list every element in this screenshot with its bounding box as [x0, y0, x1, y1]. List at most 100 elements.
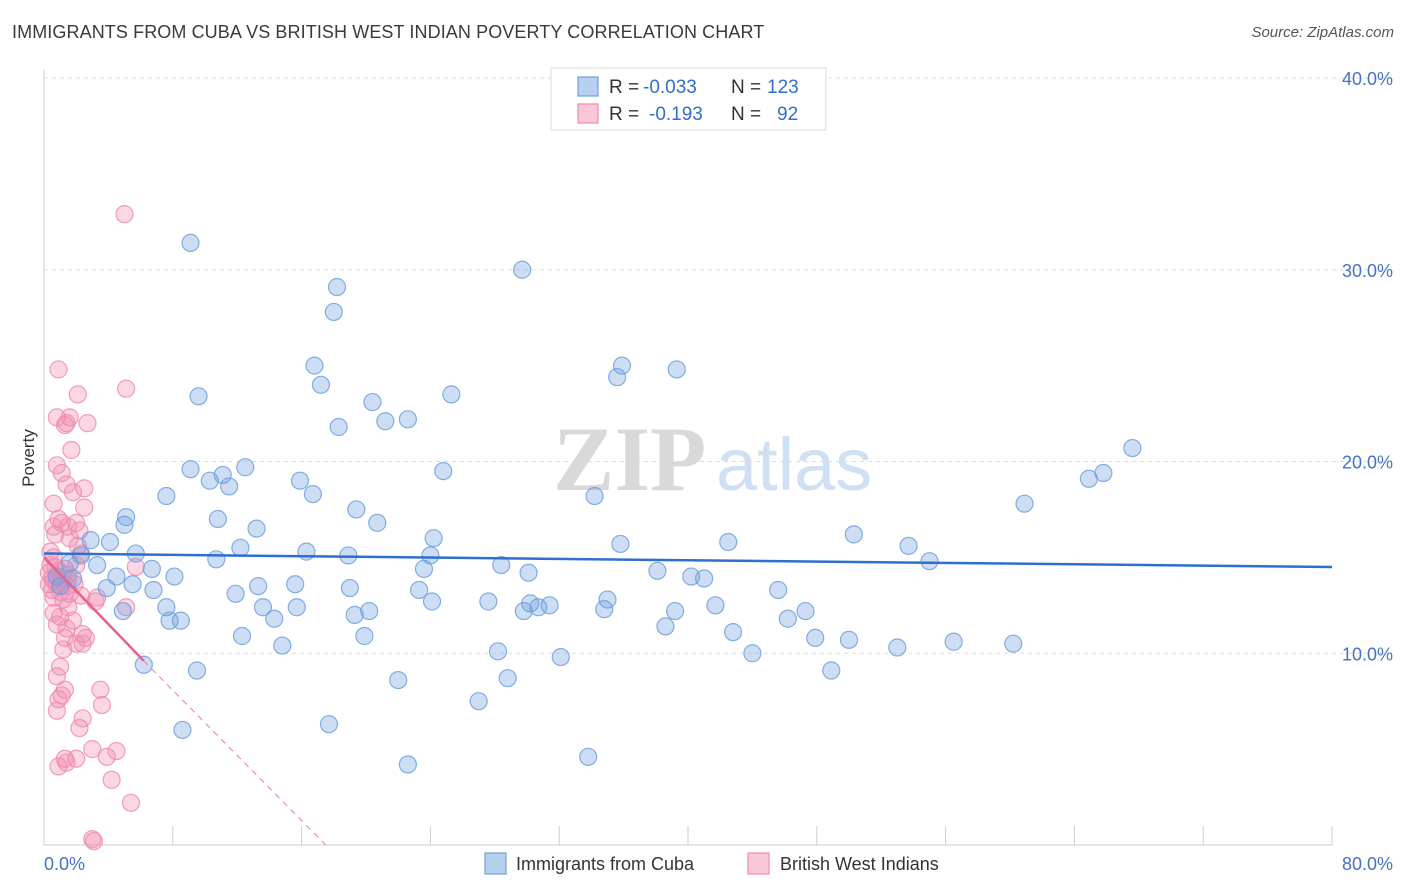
point-british-west-indians	[83, 740, 102, 759]
point-immigrants-from-cuba	[920, 552, 939, 571]
series-immigrants-from-cuba	[47, 233, 1142, 774]
point-immigrants-from-cuba	[360, 601, 379, 621]
point-british-west-indians	[55, 415, 75, 435]
point-immigrants-from-cuba	[100, 532, 120, 552]
point-immigrants-from-cuba	[273, 636, 292, 655]
point-immigrants-from-cuba	[1015, 494, 1034, 513]
point-immigrants-from-cuba	[434, 461, 453, 481]
point-immigrants-from-cuba	[479, 592, 498, 611]
y-tick-label: 30.0%	[1342, 261, 1393, 281]
series-legend: Immigrants from Cuba British West Indian…	[484, 852, 939, 875]
y-tick-label: 10.0%	[1342, 644, 1393, 664]
point-immigrants-from-cuba	[144, 580, 163, 600]
point-immigrants-from-cuba	[595, 600, 614, 619]
point-immigrants-from-cuba	[844, 525, 863, 544]
point-british-west-indians	[126, 557, 145, 577]
point-immigrants-from-cuba	[540, 596, 559, 615]
point-british-west-indians	[54, 640, 73, 659]
point-immigrants-from-cuba	[888, 638, 907, 657]
point-immigrants-from-cuba	[363, 392, 382, 412]
point-british-west-indians	[78, 414, 97, 433]
point-immigrants-from-cuba	[181, 460, 200, 479]
point-immigrants-from-cuba	[551, 647, 570, 667]
point-immigrants-from-cuba	[345, 605, 364, 625]
x-tick-label-min: 0.0%	[44, 854, 85, 874]
point-immigrants-from-cuba	[513, 260, 532, 279]
legend-n-value-1: 123	[767, 77, 799, 98]
legend-swatch-pink	[577, 103, 599, 124]
point-immigrants-from-cuba	[1079, 469, 1098, 488]
point-immigrants-from-cuba	[115, 515, 134, 534]
point-immigrants-from-cuba	[796, 601, 815, 621]
legend-n-label-2: N =	[731, 104, 761, 125]
point-immigrants-from-cuba	[303, 484, 322, 504]
point-immigrants-from-cuba	[286, 575, 305, 594]
point-immigrants-from-cuba	[498, 669, 517, 688]
point-british-west-indians	[55, 680, 75, 699]
point-immigrants-from-cuba	[579, 747, 598, 766]
point-immigrants-from-cuba	[232, 626, 252, 646]
point-immigrants-from-cuba	[327, 277, 347, 297]
point-immigrants-from-cuba	[514, 601, 533, 621]
point-british-west-indians	[47, 701, 66, 720]
point-immigrants-from-cuba	[60, 554, 79, 573]
watermark-zip: ZIP	[553, 408, 706, 510]
y-axis-title: Poverty	[19, 429, 38, 487]
point-british-west-indians	[62, 440, 81, 460]
point-immigrants-from-cuba	[165, 567, 184, 586]
point-british-west-indians	[97, 747, 116, 766]
point-immigrants-from-cuba	[207, 550, 226, 569]
grid-lines	[43, 77, 1392, 845]
point-immigrants-from-cuba	[666, 601, 685, 621]
point-immigrants-from-cuba	[839, 630, 859, 649]
point-british-west-indians	[73, 634, 92, 653]
point-immigrants-from-cuba	[305, 356, 324, 375]
point-british-west-indians	[117, 379, 136, 398]
point-immigrants-from-cuba	[469, 692, 488, 711]
point-british-west-indians	[76, 628, 95, 648]
point-immigrants-from-cuba	[47, 567, 66, 586]
point-immigrants-from-cuba	[368, 513, 387, 532]
point-british-west-indians	[121, 793, 141, 812]
point-immigrants-from-cuba	[398, 410, 417, 429]
point-immigrants-from-cuba	[50, 577, 70, 596]
point-immigrants-from-cuba	[171, 611, 190, 630]
point-immigrants-from-cuba	[265, 609, 284, 628]
point-british-west-indians	[70, 718, 89, 738]
legend-n-value-2: 92	[777, 104, 798, 125]
point-british-west-indians	[49, 360, 68, 379]
point-immigrants-from-cuba	[648, 561, 667, 580]
point-british-west-indians	[49, 757, 68, 776]
point-immigrants-from-cuba	[899, 536, 918, 555]
point-british-west-indians	[50, 657, 70, 676]
point-british-west-indians	[107, 741, 126, 761]
point-immigrants-from-cuba	[173, 720, 192, 740]
point-immigrants-from-cuba	[611, 534, 630, 554]
point-immigrants-from-cuba	[142, 559, 161, 578]
point-immigrants-from-cuba	[612, 356, 632, 375]
bottom-legend-label-cuba: Immigrants from Cuba	[516, 854, 695, 874]
point-immigrants-from-cuba	[410, 580, 429, 600]
point-immigrants-from-cuba	[944, 632, 963, 651]
point-immigrants-from-cuba	[743, 644, 762, 663]
point-british-west-indians	[49, 690, 68, 709]
point-immigrants-from-cuba	[134, 655, 153, 674]
point-british-west-indians	[86, 592, 105, 611]
point-british-west-indians	[115, 205, 134, 224]
watermark-atlas: atlas	[716, 423, 872, 506]
point-british-west-indians	[63, 483, 83, 502]
point-immigrants-from-cuba	[667, 360, 686, 379]
point-immigrants-from-cuba	[656, 617, 675, 636]
point-immigrants-from-cuba	[81, 531, 100, 550]
point-immigrants-from-cuba	[329, 417, 348, 437]
point-immigrants-from-cuba	[226, 584, 245, 603]
point-immigrants-from-cuba	[200, 471, 219, 490]
point-immigrants-from-cuba	[806, 628, 825, 648]
point-british-west-indians	[67, 749, 86, 768]
point-immigrants-from-cuba	[778, 609, 797, 628]
point-immigrants-from-cuba	[719, 532, 738, 552]
tick-labels: 10.0% 20.0% 30.0% 40.0% 0.0% 80.0%	[44, 69, 1393, 874]
point-immigrants-from-cuba	[585, 486, 604, 506]
source-label: Source: ZipAtlas.com	[1251, 24, 1394, 41]
